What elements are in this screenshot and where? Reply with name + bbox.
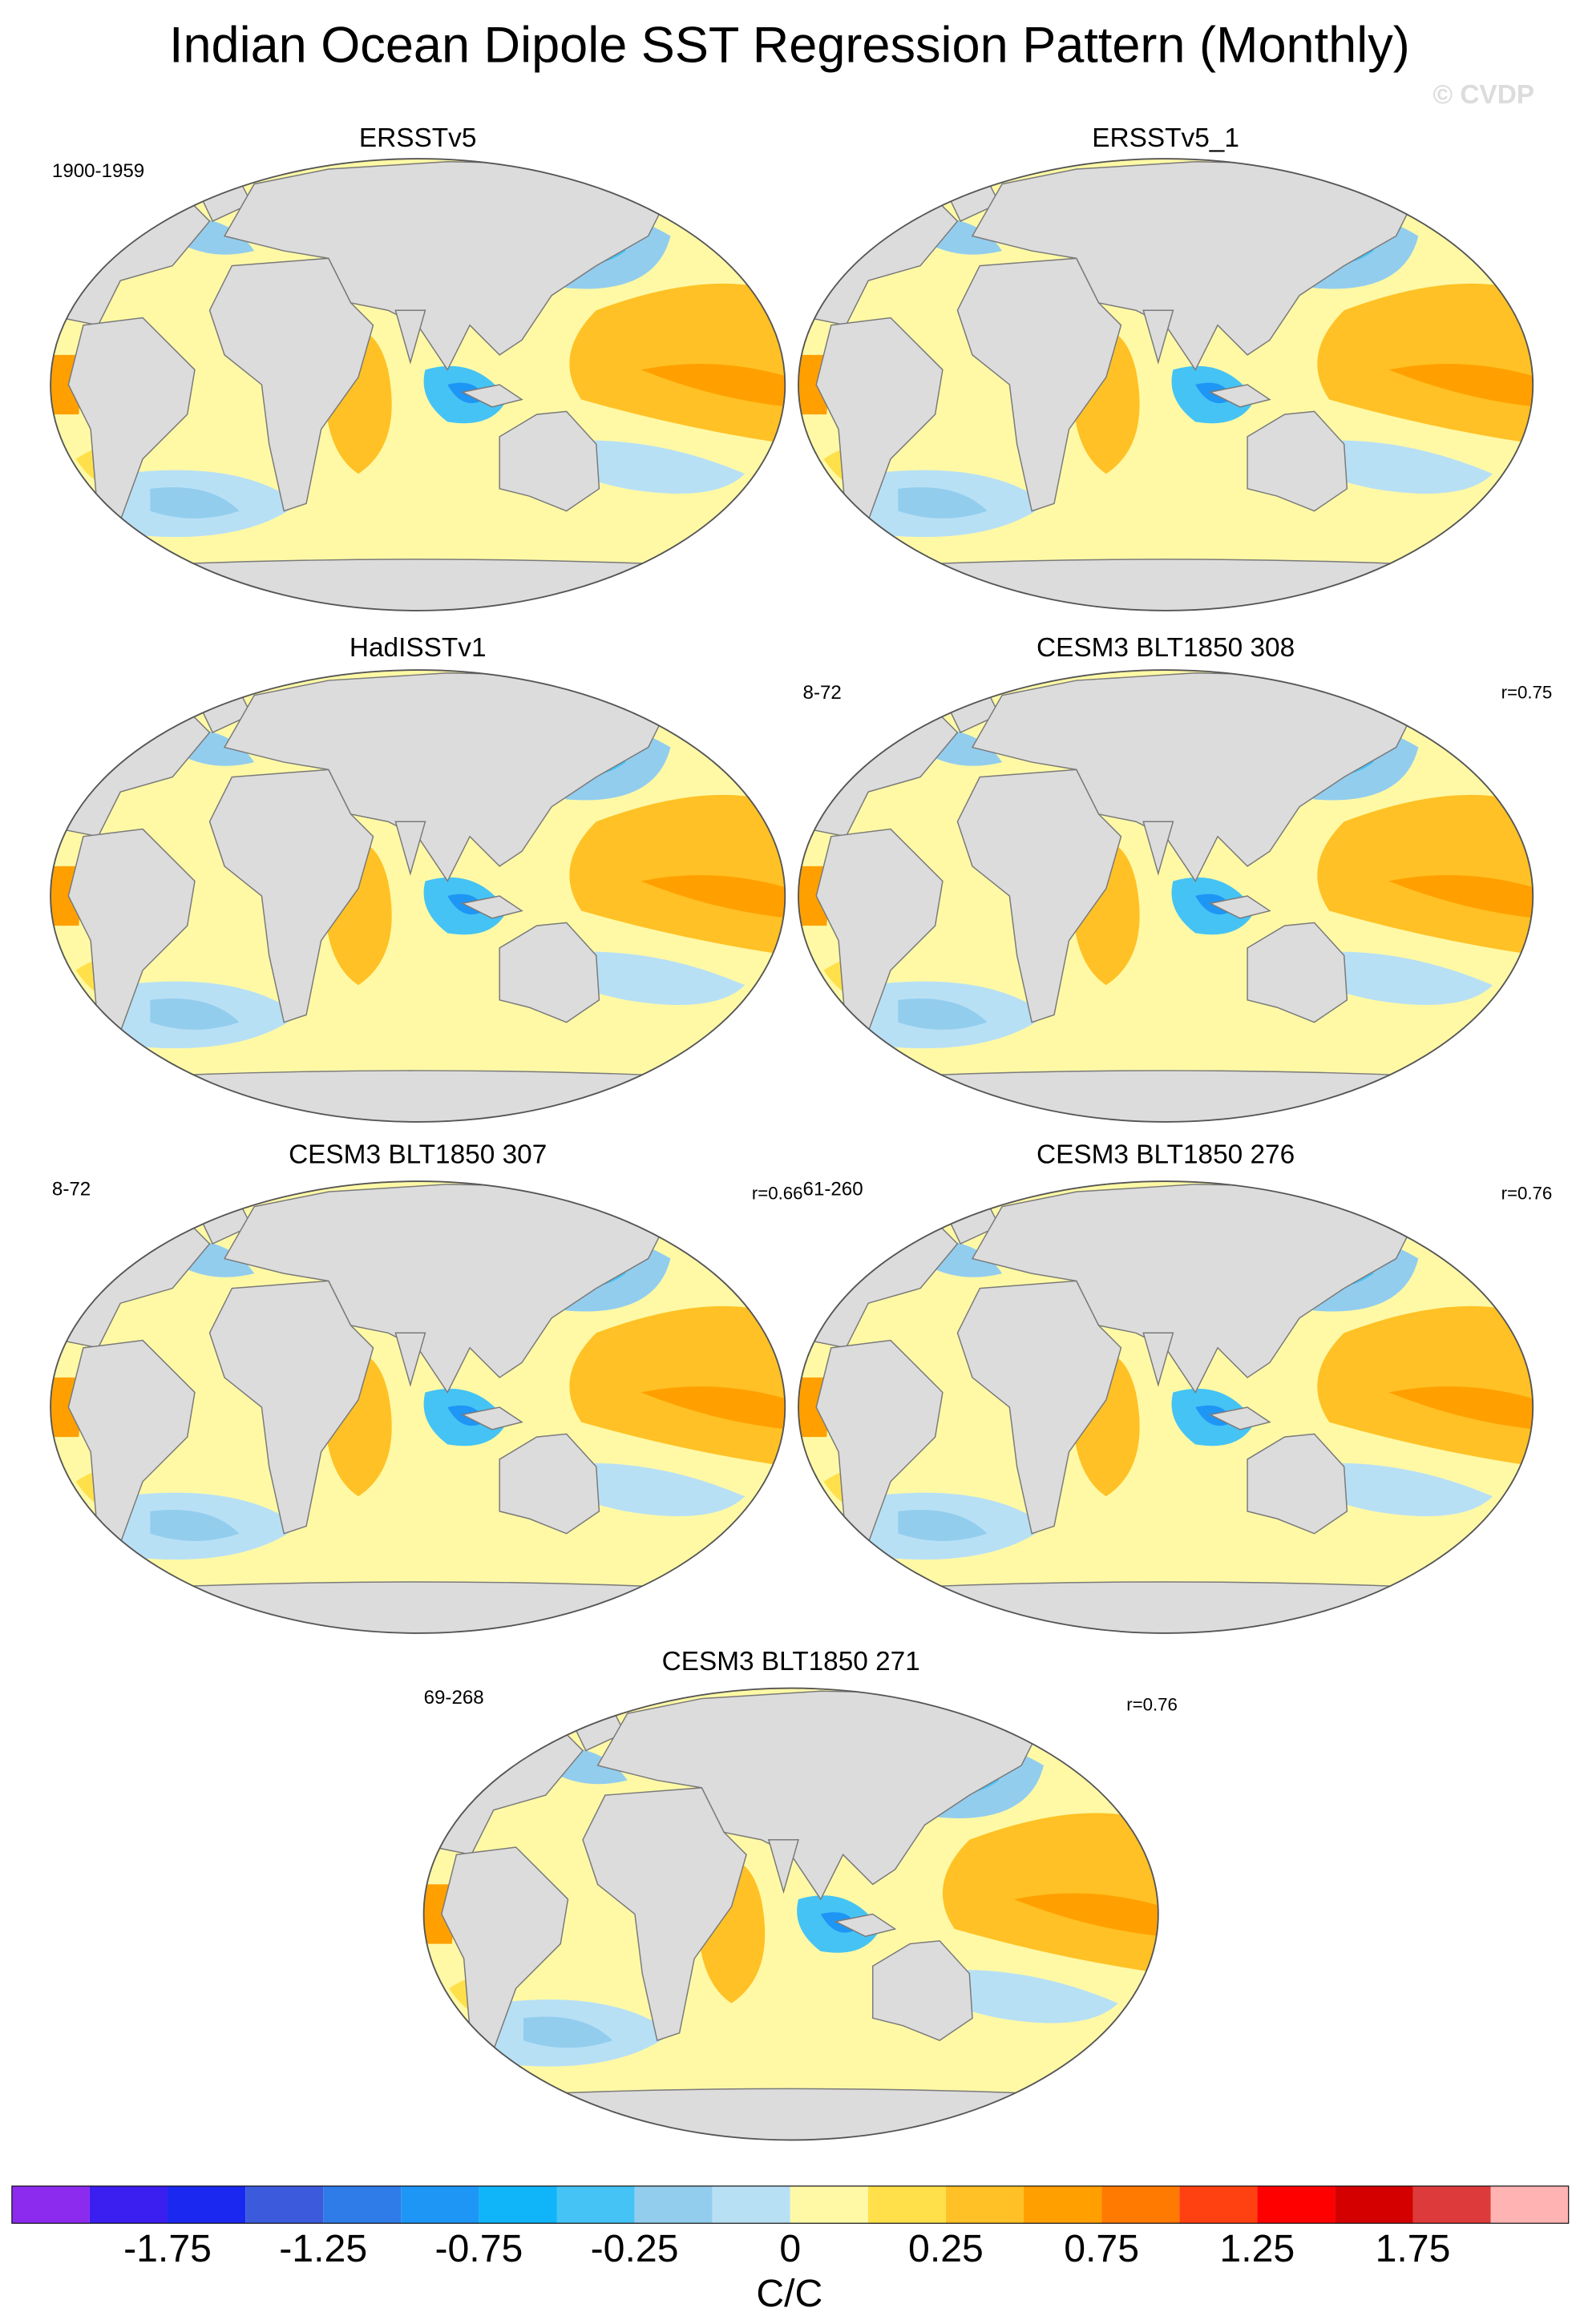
- panel-title: HadISSTv1: [350, 633, 487, 663]
- colorbar-box: [945, 2185, 1024, 2224]
- panel-title: CESM3 BLT1850 308: [1037, 633, 1295, 663]
- map-panel: [786, 666, 1538, 1134]
- colorbar-box: [634, 2185, 713, 2224]
- colorbar-label: C/C: [756, 2272, 822, 2315]
- watermark: © CVDP: [1433, 80, 1534, 110]
- panel-left-label: 69-268: [424, 1687, 484, 1709]
- panel-title: ERSSTv5: [359, 123, 477, 153]
- colorbar-box: [1412, 2185, 1491, 2224]
- map-panel: [786, 1177, 1538, 1645]
- map: [38, 666, 790, 1134]
- panel-right-label: r=0.76: [1126, 1695, 1178, 1715]
- figure-title: Indian Ocean Dipole SST Regression Patte…: [169, 17, 1410, 73]
- colorbar-box: [1024, 2185, 1102, 2224]
- panel-left-label: 8-72: [803, 682, 842, 704]
- colorbar-box: [245, 2185, 324, 2224]
- panel-left-label: 61-260: [803, 1179, 863, 1200]
- panel-right-label: r=0.76: [1501, 1184, 1553, 1204]
- colorbar-box: [168, 2185, 246, 2224]
- colorbar-box: [790, 2185, 868, 2224]
- panel-title: ERSSTv5_1: [1092, 123, 1239, 153]
- colorbar-box: [867, 2185, 946, 2224]
- map: [38, 155, 790, 623]
- panel-right-label: r=0.75: [1501, 683, 1553, 703]
- colorbar-tick-label: 0.75: [1064, 2227, 1139, 2270]
- map: [38, 1177, 790, 1645]
- colorbar-tick-label: 1.25: [1219, 2227, 1295, 2270]
- map: [786, 1177, 1538, 1645]
- colorbar-box: [1335, 2185, 1413, 2224]
- map: [786, 155, 1538, 623]
- panel-title: CESM3 BLT1850 276: [1037, 1140, 1295, 1169]
- colorbar-tick-label: -1.75: [123, 2227, 212, 2270]
- map-panel: [38, 666, 790, 1134]
- map-panel: [38, 1177, 790, 1645]
- colorbar-tick-label: 0: [779, 2227, 801, 2270]
- colorbar-box: [712, 2185, 790, 2224]
- colorbar-tick-label: -0.25: [591, 2227, 679, 2270]
- colorbar-tick-label: 1.75: [1376, 2227, 1451, 2270]
- map: [412, 1684, 1163, 2152]
- map-panel: [38, 155, 790, 623]
- colorbar-box: [479, 2185, 557, 2224]
- map-panel: [786, 155, 1538, 623]
- panel-right-label: r=0.66: [752, 1184, 803, 1204]
- colorbar-box: [1101, 2185, 1180, 2224]
- panel-left-label: 8-72: [52, 1179, 91, 1200]
- panel-title: CESM3 BLT1850 307: [289, 1140, 547, 1169]
- colorbar-tick-label: 0.25: [908, 2227, 984, 2270]
- colorbar-box: [1490, 2185, 1569, 2224]
- colorbar-frame: [11, 2185, 1570, 2224]
- map-panel: [412, 1684, 1163, 2152]
- colorbar-box: [401, 2185, 479, 2224]
- colorbar-box: [1257, 2185, 1336, 2224]
- colorbar-box: [1179, 2185, 1258, 2224]
- colorbar-box: [323, 2185, 402, 2224]
- colorbar-box: [11, 2185, 90, 2224]
- colorbar-tick-label: -0.75: [434, 2227, 523, 2270]
- panel-title: CESM3 BLT1850 271: [662, 1647, 920, 1676]
- map: [786, 666, 1538, 1134]
- colorbar-box: [89, 2185, 168, 2224]
- colorbar-box: [556, 2185, 635, 2224]
- panel-left-label: 1900-1959: [52, 160, 144, 182]
- colorbar-tick-label: -1.25: [279, 2227, 367, 2270]
